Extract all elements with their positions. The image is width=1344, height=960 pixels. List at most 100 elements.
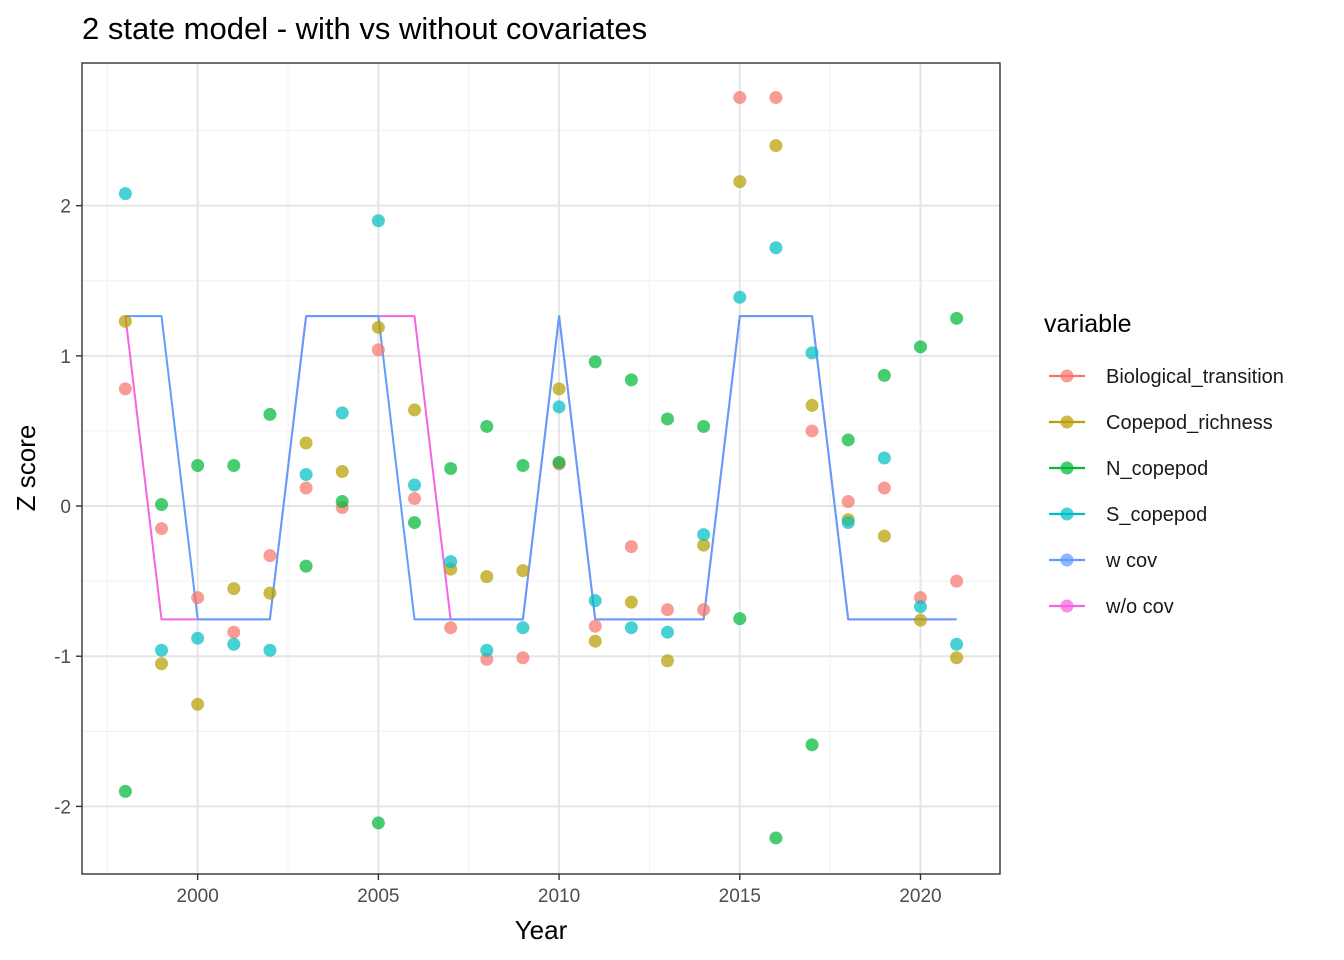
legend-key-point [1060, 461, 1074, 475]
point-n-copepod [444, 462, 458, 475]
point-copepod-richness [950, 651, 964, 665]
point-biological-transition [155, 522, 169, 536]
x-tick-label: 2000 [177, 886, 219, 907]
point-n-copepod [805, 738, 819, 752]
legend-key-point [1060, 553, 1074, 567]
point-n-copepod [516, 458, 530, 472]
legend-item-s-copepod: S_copepod [1049, 504, 1207, 526]
y-axis-title: Z score [11, 425, 41, 512]
point-biological-transition [877, 481, 891, 495]
legend-item-n-copepod: N_copepod [1049, 458, 1208, 480]
point-n-copepod [769, 831, 783, 845]
point-n-copepod [480, 419, 494, 433]
point-copepod-richness [660, 654, 674, 668]
legend-label: w/o cov [1105, 596, 1174, 618]
point-biological-transition [371, 343, 385, 357]
point-biological-transition [516, 651, 530, 665]
point-copepod-richness [299, 436, 313, 450]
point-copepod-richness [769, 139, 783, 153]
point-biological-transition [769, 91, 783, 105]
point-s-copepod [588, 594, 602, 608]
legend-title: variable [1044, 310, 1132, 338]
point-n-copepod [697, 419, 711, 433]
point-biological-transition [444, 621, 458, 635]
point-s-copepod [299, 468, 313, 482]
x-axis: 2000 2005 2010 2015 2020 [177, 874, 942, 907]
legend-label: w cov [1105, 550, 1157, 572]
legend-label: Biological_transition [1106, 366, 1284, 388]
point-copepod-richness [588, 634, 602, 648]
legend-item-w-cov: w cov [1049, 550, 1157, 572]
point-s-copepod [191, 631, 205, 645]
point-biological-transition [697, 603, 711, 617]
y-tick-label: -1 [54, 647, 71, 668]
legend-item-copepod-richness: Copepod_richness [1049, 412, 1273, 434]
point-copepod-richness [408, 403, 422, 417]
point-s-copepod [877, 451, 891, 465]
point-s-copepod [769, 241, 783, 255]
point-copepod-richness [371, 320, 385, 334]
point-copepod-richness [877, 529, 891, 543]
x-axis-title: Year [515, 915, 568, 945]
point-biological-transition [263, 549, 277, 563]
point-n-copepod [624, 373, 638, 387]
x-tick-label: 2010 [538, 886, 580, 907]
point-n-copepod [191, 458, 205, 472]
y-tick-label: 2 [60, 197, 71, 218]
point-copepod-richness [697, 538, 711, 552]
point-n-copepod [877, 368, 891, 382]
legend-label: Copepod_richness [1106, 412, 1273, 434]
point-n-copepod [263, 407, 277, 421]
point-n-copepod [733, 612, 747, 626]
point-s-copepod [552, 400, 566, 414]
point-copepod-richness [335, 465, 349, 479]
point-copepod-richness [155, 657, 169, 671]
point-biological-transition [191, 591, 205, 605]
point-s-copepod [480, 643, 494, 657]
legend-item-w-o-cov: w/o cov [1049, 596, 1174, 618]
y-tick-label: 1 [60, 347, 71, 368]
point-biological-transition [660, 603, 674, 617]
point-biological-transition [733, 91, 747, 105]
point-biological-transition [913, 591, 927, 605]
x-tick-label: 2005 [357, 886, 399, 907]
point-copepod-richness [263, 586, 277, 600]
point-s-copepod [950, 637, 964, 651]
point-copepod-richness [191, 697, 205, 711]
point-s-copepod [913, 600, 927, 614]
point-copepod-richness [805, 398, 819, 412]
point-s-copepod [408, 478, 422, 492]
point-n-copepod [371, 816, 385, 830]
point-n-copepod [841, 433, 855, 447]
legend-key-point [1060, 369, 1074, 383]
point-copepod-richness [480, 570, 494, 584]
point-biological-transition [950, 574, 964, 588]
point-biological-transition [805, 424, 819, 438]
series-points [118, 91, 964, 845]
legend-key-point [1060, 599, 1074, 613]
point-copepod-richness [516, 564, 530, 578]
point-copepod-richness [913, 613, 927, 627]
point-s-copepod [335, 406, 349, 420]
plot-panel [81, 62, 1001, 875]
point-s-copepod [733, 290, 747, 304]
point-n-copepod [913, 340, 927, 354]
point-n-copepod [588, 355, 602, 369]
point-s-copepod [805, 346, 819, 360]
y-tick-label: -2 [54, 797, 71, 818]
point-biological-transition [408, 492, 422, 506]
point-biological-transition [227, 625, 241, 639]
point-s-copepod [263, 643, 277, 657]
point-biological-transition [841, 495, 855, 509]
legend-items: Biological_transition Copepod_richness N_c… [1049, 366, 1284, 618]
legend: variable Biological_transition Copepod_ri… [1044, 310, 1284, 618]
point-s-copepod [697, 528, 711, 542]
y-axis: -2 -1 0 1 2 [54, 197, 82, 818]
point-biological-transition [624, 540, 638, 554]
point-biological-transition [118, 382, 132, 396]
legend-label: S_copepod [1106, 504, 1207, 526]
point-n-copepod [118, 784, 132, 798]
panel-border [81, 62, 1001, 875]
point-s-copepod [444, 555, 458, 569]
